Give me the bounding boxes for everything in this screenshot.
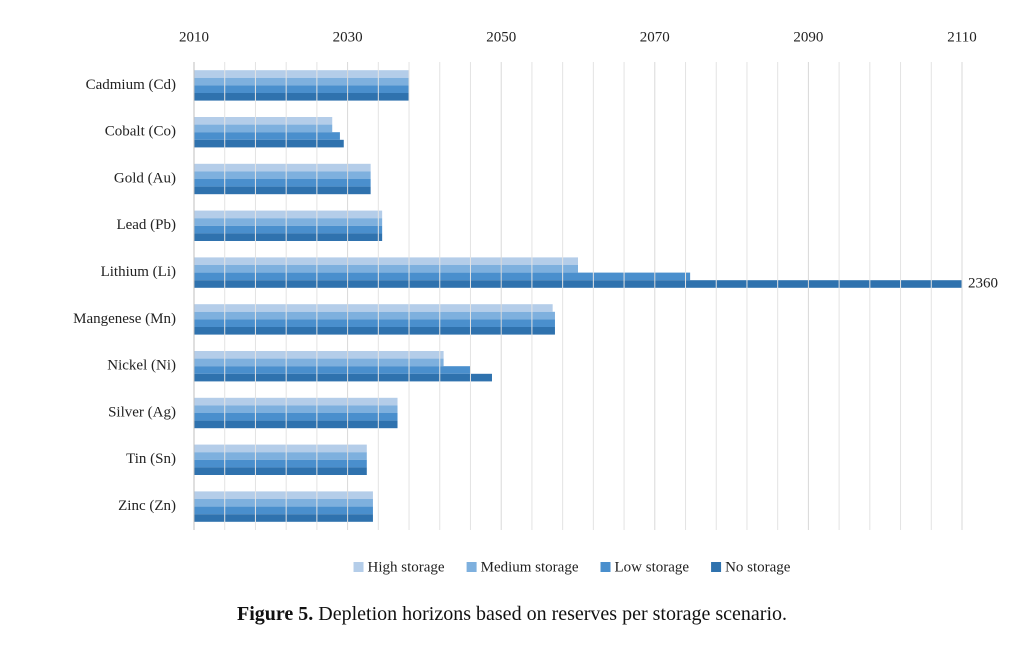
bar <box>194 452 367 460</box>
bar <box>194 373 492 382</box>
y-tick-label: Zinc (Zn) <box>118 498 176 514</box>
bar <box>194 491 373 499</box>
bar <box>194 171 371 179</box>
bar <box>194 85 410 93</box>
bar <box>194 366 471 374</box>
legend-label: High storage <box>368 559 445 575</box>
legend-swatch <box>466 562 477 572</box>
bar <box>194 272 691 281</box>
y-tick-label: Lithium (Li) <box>101 264 176 280</box>
x-tick-label: 2070 <box>640 29 670 45</box>
bar <box>194 218 383 226</box>
bar <box>194 358 444 367</box>
bar <box>194 413 398 421</box>
bar <box>194 117 333 125</box>
bar <box>194 77 410 86</box>
y-tick-label: Nickel (Ni) <box>107 358 176 374</box>
bar <box>194 124 333 133</box>
bar <box>194 265 578 273</box>
legend-swatch <box>711 562 722 572</box>
bar <box>194 186 371 195</box>
y-tick-label: Silver (Ag) <box>108 404 176 420</box>
legend-label: No storage <box>725 559 791 575</box>
bar <box>194 93 410 101</box>
bar <box>194 499 373 507</box>
legend: High storage Medium storage Low storage No … <box>353 559 791 575</box>
bar <box>194 327 555 335</box>
y-tick-label: Lead (Pb) <box>116 217 176 233</box>
bar <box>194 179 371 187</box>
bar <box>194 233 383 241</box>
bar <box>194 467 367 475</box>
legend-label: Medium storage <box>481 559 579 575</box>
x-tick-label: 2050 <box>486 29 516 45</box>
bar <box>194 319 555 327</box>
bar <box>194 514 373 522</box>
bar <box>194 132 340 140</box>
y-tick-label: Gold (Au) <box>114 170 176 186</box>
bar <box>194 304 553 312</box>
x-tick-label: 2090 <box>793 29 823 45</box>
plot-area <box>194 70 962 522</box>
legend-swatch <box>600 562 611 572</box>
bar <box>194 444 367 453</box>
bar <box>194 405 398 413</box>
y-tick-label: Mangenese (Mn) <box>73 311 176 327</box>
bar <box>194 311 555 320</box>
legend-label: Low storage <box>615 559 690 575</box>
y-tick-label: Cadmium (Cd) <box>86 77 176 93</box>
bar <box>194 506 373 515</box>
bar <box>194 397 398 406</box>
data-label: 2360 <box>968 275 998 291</box>
bar <box>194 139 344 148</box>
bar <box>194 210 383 219</box>
y-tick-label: Tin (Sn) <box>126 451 176 467</box>
bar <box>194 163 371 172</box>
bar <box>194 225 383 234</box>
bar <box>194 351 444 359</box>
y-tick-label: Cobalt (Co) <box>105 124 176 140</box>
caption-text: Depletion horizons based on reserves per… <box>318 603 787 625</box>
x-tick-label: 2010 <box>179 29 209 45</box>
bar <box>194 257 578 265</box>
bar <box>194 70 410 78</box>
bar <box>194 459 367 468</box>
bar <box>194 280 962 288</box>
legend-swatch <box>353 562 364 572</box>
x-tick-label: 2030 <box>333 29 363 45</box>
caption: Figure 5. Depletion horizons based on re… <box>237 603 787 625</box>
caption-label: Figure 5. <box>237 603 313 625</box>
bar <box>194 420 398 429</box>
x-tick-label: 2110 <box>947 29 976 45</box>
